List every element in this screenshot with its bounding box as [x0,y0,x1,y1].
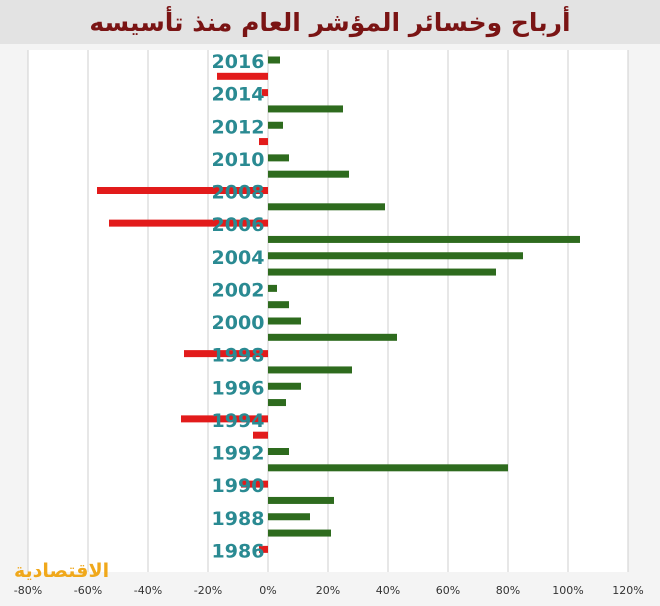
bar-1986 [259,545,268,553]
year-labels: 2016 2014 2012 2010 2008 2006 2004 2002 2000 1998… [212,51,265,562]
bar-1998 [184,350,268,358]
bar-chart: 2016 2014 2012 2010 2008 2006 2004 2002 2000 1998… [14,50,644,597]
bar-2015 [217,72,268,80]
year-label: 2016 [212,51,265,73]
bar-2013 [268,105,343,113]
x-tick-label: 60% [436,584,460,597]
x-tick-label: -60% [74,584,102,597]
year-label: 1986 [212,540,265,562]
x-tick-label: 40% [376,584,400,597]
bar-2000 [268,317,301,325]
bar-2004 [268,252,523,260]
year-label: 1992 [212,443,265,465]
year-label: 1988 [212,508,265,530]
year-label: 1990 [212,475,265,497]
bar-2007 [268,203,385,211]
bar-1999 [268,333,397,341]
year-label: 2002 [212,279,265,301]
year-label: 2012 [212,116,265,138]
year-label: 2004 [212,247,265,269]
year-label: 2000 [212,312,265,334]
year-label: 2010 [212,149,265,171]
bar-2010 [268,154,289,162]
x-axis-ticks: -80% -60% -40% -20% 0% 20% 40% 60% 80% 100% 120% [14,584,644,597]
x-tick-label: 100% [552,584,583,597]
bar-1994 [181,415,268,423]
bar-2008 [97,187,268,194]
bar-2006 [109,219,268,227]
bar-2009 [268,170,349,178]
bar-1992 [268,448,289,455]
bar-2016 [268,56,280,64]
bar-1988 [268,513,310,521]
bar-1995 [268,399,286,407]
chart-title-bar: أرباح وخسائر المؤشر العام منذ تأسيسه [0,0,660,44]
x-tick-label: 20% [316,584,340,597]
year-label: 2008 [212,182,265,204]
x-tick-label: -20% [194,584,222,597]
x-tick-label: 0% [259,584,276,597]
publisher-logo: الاقتصادية [14,560,110,582]
x-tick-label: 80% [496,584,520,597]
bar-2012 [268,121,283,129]
bar-2002 [268,284,277,292]
bar-1987 [268,529,331,537]
x-tick-label: -40% [134,584,162,597]
year-label: 1994 [212,410,265,432]
bar-1991 [268,464,508,472]
year-label: 1998 [212,345,265,367]
year-label: 2006 [212,214,265,236]
x-tick-label: -80% [14,584,42,597]
x-tick-label: 120% [612,584,643,597]
bar-1997 [268,366,352,374]
bar-2014 [262,89,268,97]
bar-2005 [268,235,580,243]
bar-2011 [259,138,268,146]
year-label: 1996 [212,377,265,399]
bar-1990 [241,480,268,488]
year-label: 2014 [212,84,265,106]
gridlines [27,50,629,572]
bar-2001 [268,301,289,309]
bar-1993 [253,431,268,439]
bar-1989 [268,496,334,504]
bars [97,56,580,553]
chart-title: أرباح وخسائر المؤشر العام منذ تأسيسه [89,7,571,37]
bar-2003 [268,268,496,276]
bar-1996 [268,382,301,390]
